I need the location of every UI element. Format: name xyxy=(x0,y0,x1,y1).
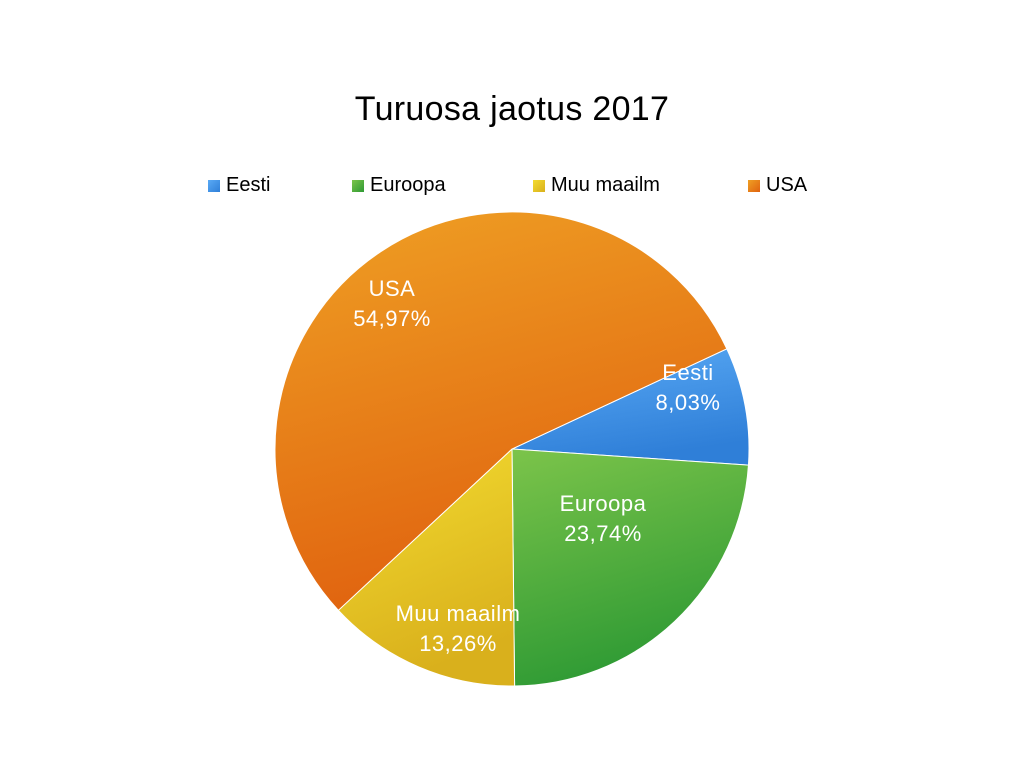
slice-label-eesti: Eesti xyxy=(662,360,713,385)
legend-swatch-muu-maailm xyxy=(533,179,545,192)
legend-swatch-euroopa xyxy=(352,179,364,192)
slice-label-euroopa: Euroopa xyxy=(560,491,647,516)
pie-slices xyxy=(274,211,750,687)
legend-swatch-eesti xyxy=(208,179,220,192)
slice-label-muu-maailm: Muu maailm xyxy=(396,601,521,626)
pie-labels: Eesti 8,03% Euroopa 23,74% Muu maailm 13,26% U… xyxy=(353,276,720,656)
legend: Eesti Euroopa Muu maailm USA xyxy=(0,174,1024,200)
legend-item-muu-maailm: Muu maailm xyxy=(533,174,660,197)
legend-item-eesti: Eesti xyxy=(208,174,270,197)
chart-title: Turuosa jaotus 2017 xyxy=(354,90,670,128)
legend-item-usa: USA xyxy=(748,174,807,197)
pie-slice-euroopa xyxy=(511,448,749,687)
legend-swatch-usa xyxy=(748,179,760,192)
legend-label-muu-maailm: Muu maailm xyxy=(551,174,660,196)
legend-label-eesti: Eesti xyxy=(226,174,271,196)
slice-value-muu-maailm: 13,26% xyxy=(419,631,497,656)
pie-slice-muu-maailm xyxy=(337,447,516,687)
slice-value-usa: 54,97% xyxy=(353,306,431,331)
pie-slice-eesti xyxy=(511,348,750,466)
legend-item-euroopa: Euroopa xyxy=(352,174,446,197)
slice-value-eesti: 8,03% xyxy=(656,390,721,415)
slice-label-usa: USA xyxy=(369,276,416,301)
pie-slice-usa xyxy=(274,211,728,612)
legend-label-usa: USA xyxy=(766,174,808,196)
slice-value-euroopa: 23,74% xyxy=(564,521,642,546)
legend-label-euroopa: Euroopa xyxy=(370,174,446,196)
